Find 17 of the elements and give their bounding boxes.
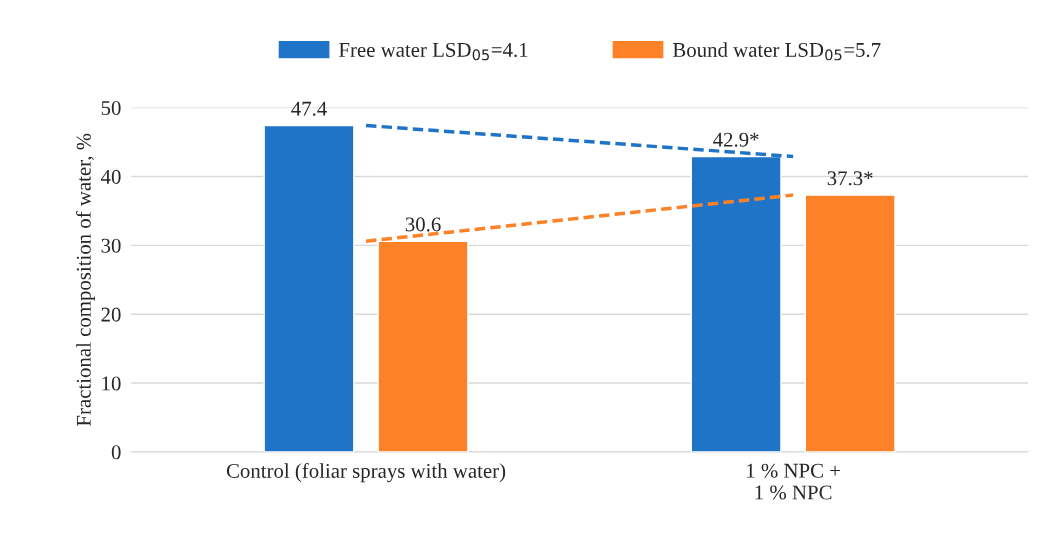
y-tick-label: 50 [101, 100, 121, 116]
data-label: 37.3* [827, 171, 873, 186]
y-tick-label: 10 [102, 376, 121, 391]
y-tick-label: 30 [101, 238, 121, 253]
x-tick-label: Control (foliar sprays with water) [226, 463, 506, 483]
bar [804, 194, 896, 452]
y-tick-label: 40 [100, 169, 121, 184]
data-label: 47.4 [291, 101, 327, 116]
bar [263, 124, 355, 452]
y-tick-label: 20 [101, 307, 121, 322]
data-label: 42.9* [713, 132, 759, 147]
x-tick-label: 1 % NPC + 1 % NPC [747, 463, 840, 500]
legend-label: Free water LSD$_{05}$=4.1 [339, 42, 528, 61]
y-axis-title: Fractional composition of water, % [75, 133, 96, 426]
data-label: 30.6 [405, 217, 441, 232]
legend-label: Bound water LSD$_{05}$=5.7 [672, 42, 881, 61]
y-tick-label: 0 [111, 445, 121, 460]
